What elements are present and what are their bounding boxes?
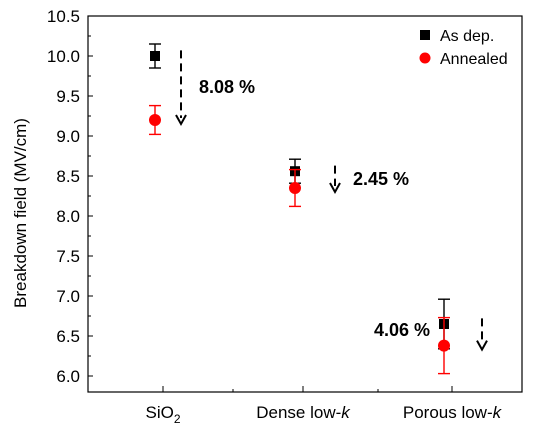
y-tick-label: 7.0 — [56, 287, 80, 306]
plot-frame — [87, 15, 523, 393]
legend-label: As dep. — [440, 28, 494, 45]
y-tick-label: 9.0 — [56, 127, 80, 146]
y-tick-label: 10.5 — [47, 7, 80, 26]
annealed-point — [289, 182, 301, 194]
data-marks — [149, 43, 450, 375]
change-arrows: 8.08 % 2.45 % 4.06 % — [175, 50, 488, 352]
legend-label: Annealed — [440, 51, 508, 68]
legend: As dep. Annealed — [419, 28, 508, 68]
y-tick-label: 6.0 — [56, 367, 80, 386]
percent-change-label: 8.08 % — [199, 77, 255, 97]
plot-axes — [87, 15, 523, 393]
x-category-label: Dense low-k — [256, 403, 351, 422]
annealed-point — [149, 114, 161, 126]
y-axis-ticks: 6.0 6.5 7.0 7.5 8.0 8.5 9.0 9.5 10.0 10.5 — [47, 7, 93, 393]
legend-circle-marker — [419, 52, 431, 64]
y-tick-label: 9.5 — [56, 87, 80, 106]
annealed-point — [438, 339, 450, 352]
x-axis-ticks: SiO2 Dense low-k Porous low-k — [145, 386, 503, 426]
arrow-head — [476, 340, 488, 352]
arrow-head — [175, 114, 187, 127]
y-tick-label: 6.5 — [56, 327, 80, 346]
as-dep-point — [150, 51, 160, 61]
percent-change-label: 2.45 % — [353, 169, 409, 189]
y-tick-label: 8.5 — [56, 167, 80, 186]
arrow-head — [329, 182, 341, 195]
y-tick-label: 7.5 — [56, 247, 80, 266]
percent-change-label: 4.06 % — [374, 320, 430, 340]
y-axis-label: Breakdown field (MV/cm) — [11, 118, 30, 308]
legend-square-marker — [420, 30, 430, 40]
y-tick-label: 10.0 — [47, 47, 80, 66]
y-tick-label: 8.0 — [56, 207, 80, 226]
x-category-label: SiO2 — [145, 403, 180, 426]
x-category-label: Porous low-k — [403, 403, 503, 422]
